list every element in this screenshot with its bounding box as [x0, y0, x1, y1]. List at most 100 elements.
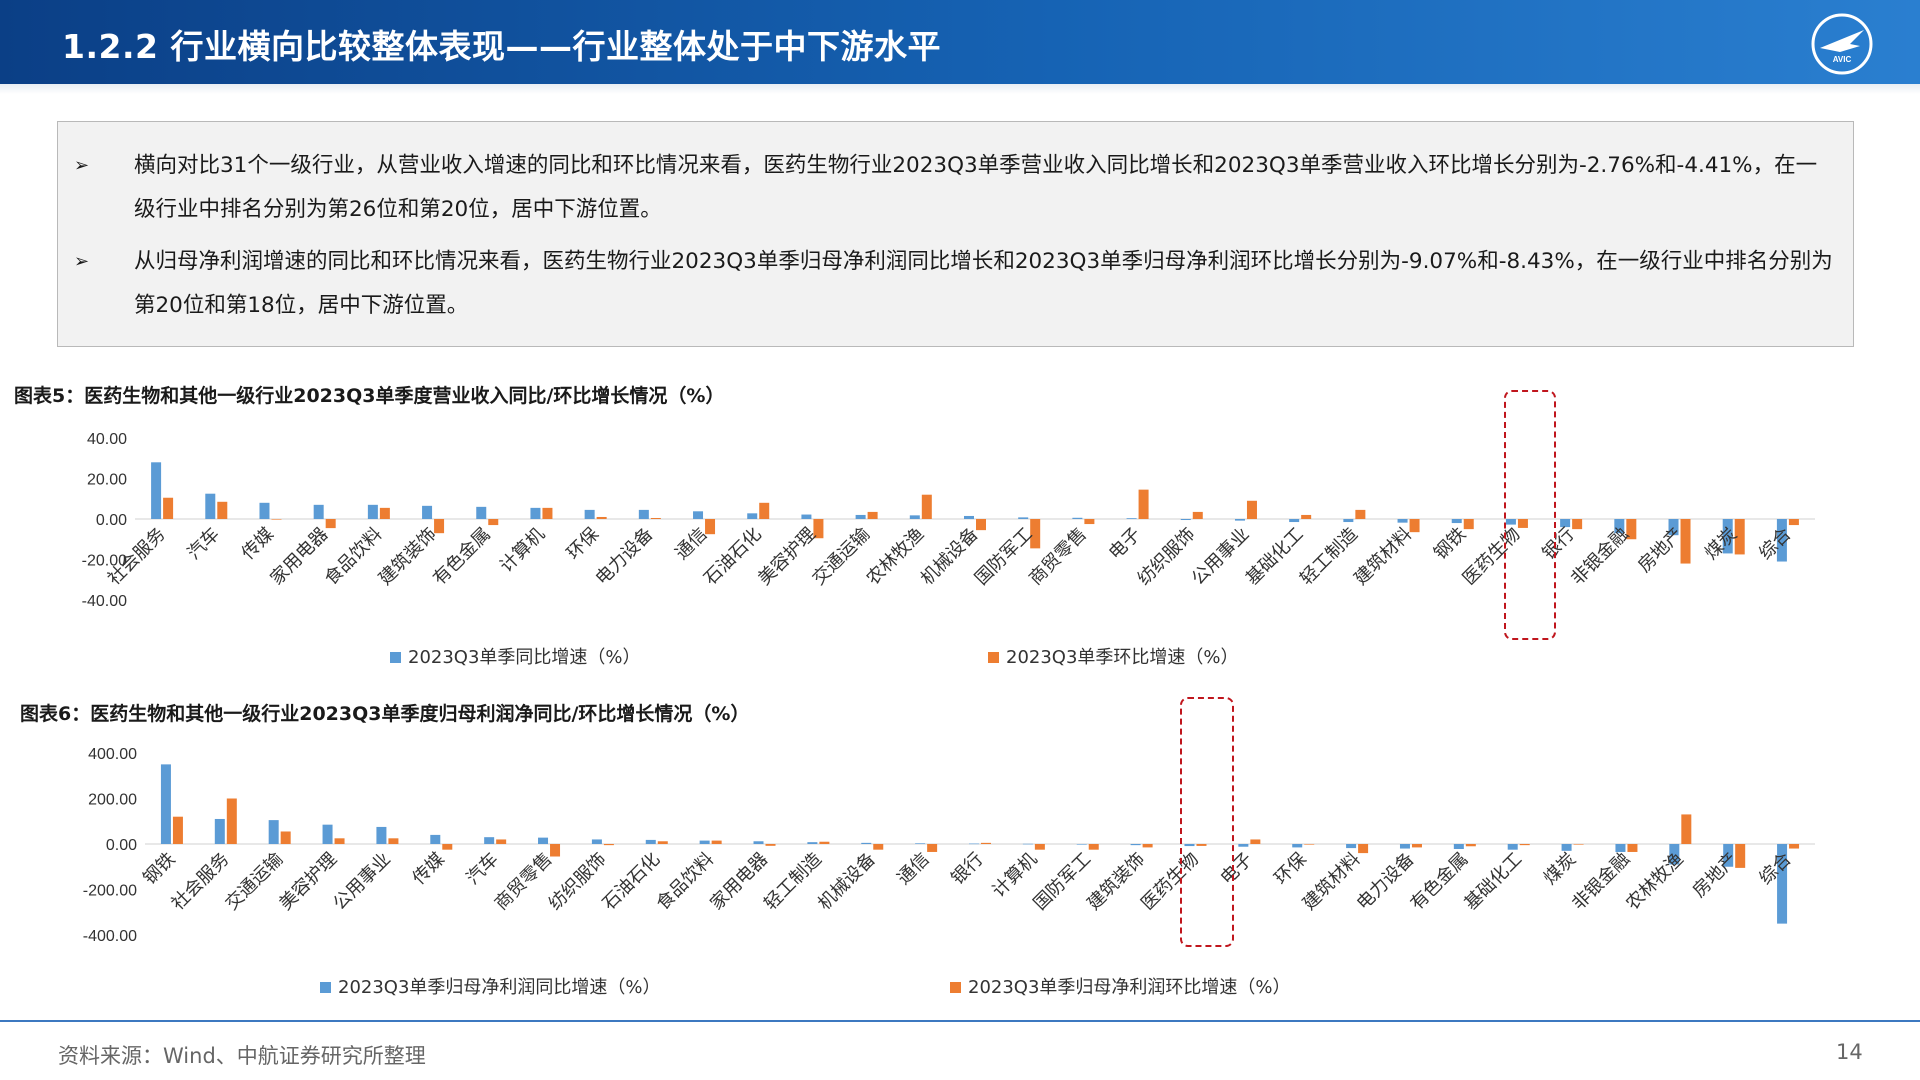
bar-series-qoq: [1517, 519, 1528, 528]
bar-series-qoq: [1573, 844, 1584, 845]
arrow-bullet-icon: ➢: [74, 251, 90, 272]
category-label: 纺织服饰: [1134, 524, 1200, 590]
bar-series-qoq: [1142, 844, 1153, 848]
category-label: 交通运输: [221, 849, 287, 915]
profit-growth-chart: 400.00 200.00 0.00 -200.00 -400.00 钢铁社会服务交通运输…: [83, 746, 1815, 998]
summary-box: ➢ 横向对比31个一级行业，从营业收入增速的同比和环比情况来看，医药生物行业20…: [57, 121, 1854, 347]
bar-series-qoq: [488, 519, 499, 526]
category-label: 轻工制造: [1296, 524, 1362, 590]
bar-series-qoq: [280, 831, 291, 844]
category-label: 综合: [1755, 849, 1795, 889]
bar-series-qoq: [271, 519, 282, 520]
category-label: 建筑材料: [1350, 524, 1416, 590]
category-label: 商贸零售: [491, 849, 557, 915]
category-label: 电子: [1105, 524, 1145, 564]
bar-series-qoq: [379, 507, 390, 519]
bar-series-yoy: [160, 764, 171, 844]
legend-label: 2023Q3单季同比增速（%）: [408, 647, 641, 668]
highlight-box-profit: [1180, 697, 1234, 947]
bar-series-yoy: [1346, 844, 1357, 849]
bar-series-yoy: [1722, 519, 1733, 554]
bar-series-yoy: [476, 506, 487, 519]
bar-series-yoy: [1669, 844, 1680, 865]
bar-series-qoq: [1789, 844, 1800, 849]
bar-series-qoq: [1301, 514, 1312, 519]
bar-series-qoq: [819, 841, 830, 844]
category-label: 农林牧渔: [1622, 849, 1688, 915]
bar-series-qoq: [1084, 519, 1095, 525]
category-label: 传媒: [238, 524, 278, 564]
bar-series-qoq: [1734, 519, 1745, 555]
category-label: 有色金属: [429, 524, 495, 590]
bar-series-qoq: [867, 511, 878, 519]
bar-series-qoq: [1572, 519, 1583, 530]
category-label: 房地产: [1689, 849, 1742, 902]
bar-series-yoy: [747, 513, 758, 519]
bar-series-yoy: [693, 511, 704, 519]
bar-series-qoq: [542, 507, 553, 519]
category-label: 钢铁: [1430, 524, 1470, 564]
header-shadow: [0, 84, 1920, 94]
bar-series-yoy: [259, 502, 270, 519]
category-label: 非银金融: [1568, 849, 1634, 915]
highlight-box-revenue: [1504, 390, 1556, 640]
category-label: 汽车: [462, 849, 502, 889]
category-label: 非银金融: [1567, 524, 1633, 590]
bar-series-qoq: [873, 844, 884, 850]
category-label: 环保: [563, 524, 603, 564]
bar-series-yoy: [964, 515, 974, 519]
summary-bullet-2: ➢ 从归母净利润增速的同比和环比情况来看，医药生物行业2023Q3单季归母净利润…: [74, 240, 1834, 328]
bar-series-yoy: [1238, 844, 1249, 847]
bar-series-qoq: [976, 519, 986, 531]
category-label: 有色金属: [1407, 849, 1473, 915]
bar-series-yoy: [1777, 844, 1788, 924]
bar-series-qoq: [172, 816, 183, 844]
summary-bullet-1: ➢ 横向对比31个一级行业，从营业收入增速的同比和环比情况来看，医药生物行业20…: [74, 144, 1834, 232]
bar-series-qoq: [650, 517, 661, 519]
bar-series-qoq: [981, 842, 991, 844]
category-label: 建筑装饰: [375, 524, 441, 590]
bar-series-yoy: [855, 514, 866, 519]
bar-series-qoq: [1680, 519, 1691, 564]
category-label: 传媒: [409, 849, 449, 889]
bar-series-yoy: [1399, 844, 1410, 849]
category-label: 机械设备: [814, 849, 880, 915]
bar-series-yoy: [801, 514, 812, 519]
bar-series-yoy: [1560, 519, 1571, 528]
category-label: 银行: [947, 849, 987, 889]
bar-series-qoq: [550, 844, 561, 857]
bar-series-qoq: [1463, 519, 1474, 530]
avic-logo-icon: AVIC: [1811, 13, 1873, 75]
footer-source: 资料来源：Wind、中航证券研究所整理: [58, 1044, 426, 1068]
bar-series-qoq: [1681, 814, 1692, 844]
legend-label: 2023Q3单季环比增速（%）: [1006, 647, 1239, 668]
category-label: 煤炭: [1540, 849, 1580, 889]
bar-series-yoy: [699, 840, 710, 844]
bar-series-yoy: [376, 826, 387, 844]
category-label: 家用电器: [706, 849, 772, 915]
bar-series-qoq: [596, 516, 607, 519]
bar-series-yoy: [1776, 519, 1787, 562]
bar-series-qoq: [1304, 844, 1315, 845]
category-label: 计算机: [496, 524, 549, 577]
category-label: 纺织服饰: [545, 849, 611, 915]
bar-series-qoq: [1196, 844, 1207, 846]
bar-series-qoq: [1030, 519, 1041, 549]
bar-series-qoq: [1409, 519, 1420, 533]
bar-series-yoy: [1072, 517, 1083, 519]
y-tick-label: 400.00: [88, 746, 137, 763]
footer-divider: [0, 1020, 1920, 1022]
bar-series-qoq: [1519, 844, 1530, 846]
bar-series-yoy: [753, 841, 764, 844]
bar-series-qoq: [1088, 844, 1099, 850]
bar-series-yoy: [268, 820, 279, 844]
logo-text: AVIC: [1833, 55, 1852, 64]
bar-series-qoq: [705, 519, 716, 535]
bar-series-yoy: [909, 515, 920, 519]
bar-series-qoq: [434, 519, 445, 534]
category-label: 建筑装饰: [1083, 849, 1149, 915]
y-tick-label: -40.00: [82, 593, 127, 610]
category-label: 汽车: [184, 524, 224, 564]
category-label: 建筑材料: [1299, 849, 1365, 915]
category-label: 轻工制造: [760, 849, 826, 915]
